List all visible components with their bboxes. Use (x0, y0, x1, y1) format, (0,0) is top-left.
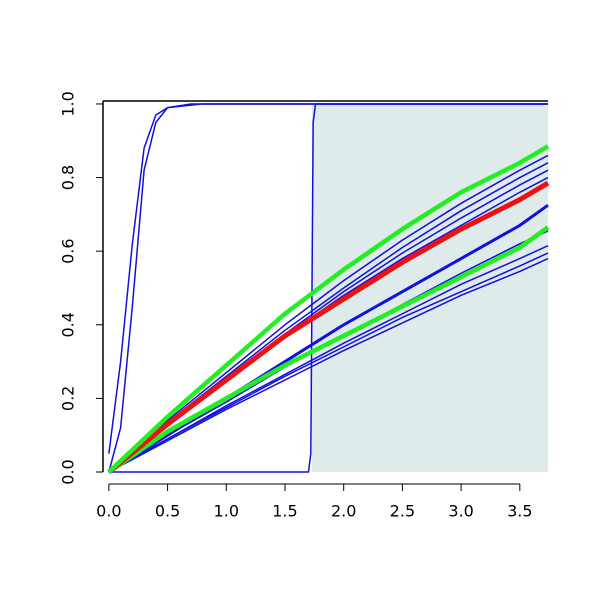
y-tick-label: 0.4 (59, 312, 78, 337)
line (108, 103, 548, 473)
x-tick-label: 1.0 (214, 502, 239, 521)
x-tick-label: 0.5 (155, 502, 180, 521)
shaded-region (311, 103, 548, 472)
x-tick-label: 1.5 (272, 502, 297, 521)
y-tick-label: 1.0 (59, 91, 78, 116)
line (108, 103, 548, 454)
line (108, 257, 549, 473)
line (108, 252, 549, 473)
line (107, 225, 550, 474)
x-tick-label: 2.5 (390, 502, 415, 521)
y-tick-label: 0.6 (59, 238, 78, 263)
y-tick-label: 0.2 (59, 386, 78, 411)
x-tick-label: 0.0 (96, 502, 121, 521)
line (107, 180, 550, 474)
x-tick-label: 2.0 (331, 502, 356, 521)
y-tick-label: 0.8 (59, 165, 78, 190)
line (108, 154, 549, 473)
y-tick-label: 0.0 (59, 459, 78, 484)
x-tick-label: 3.5 (507, 502, 532, 521)
line (107, 144, 550, 474)
x-tick-label: 3.0 (448, 502, 473, 521)
